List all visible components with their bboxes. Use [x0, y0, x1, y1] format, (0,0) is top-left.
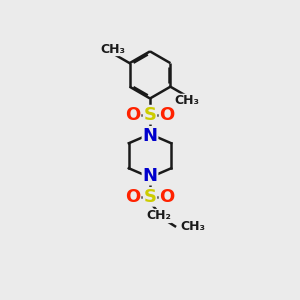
Text: O: O: [125, 188, 140, 206]
Text: CH₃: CH₃: [175, 94, 200, 107]
Text: CH₂: CH₂: [146, 209, 171, 223]
Text: O: O: [160, 106, 175, 124]
Text: S: S: [143, 188, 157, 206]
Text: O: O: [160, 188, 175, 206]
Text: N: N: [142, 127, 158, 145]
Text: O: O: [125, 106, 140, 124]
Text: S: S: [143, 106, 157, 124]
Text: CH₃: CH₃: [100, 43, 125, 56]
Text: CH₃: CH₃: [180, 220, 205, 233]
Text: N: N: [142, 167, 158, 184]
